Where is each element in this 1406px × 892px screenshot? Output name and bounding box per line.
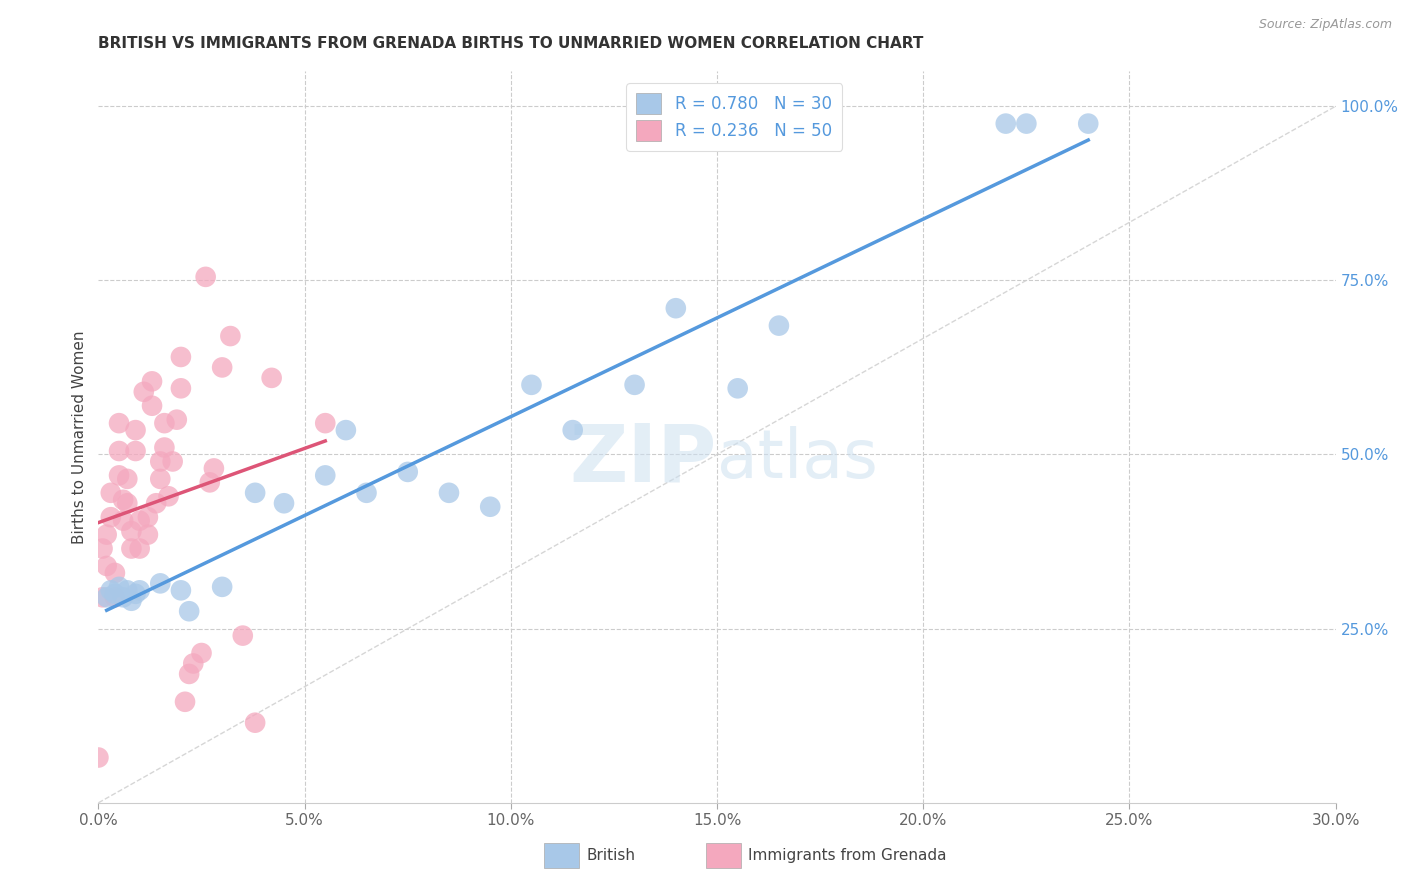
Point (128, 583, 150, 598)
Point (479, 500, 502, 514)
Point (219, 329, 242, 343)
Point (100, 583, 122, 598)
Point (437, 485, 460, 500)
Point (727, 381, 749, 395)
Legend: R = 0.780   N = 30, R = 0.236   N = 50: R = 0.780 N = 30, R = 0.236 N = 50 (627, 83, 842, 151)
Point (166, 412, 188, 426)
Point (153, 441, 176, 455)
Point (120, 541, 142, 556)
Point (153, 416, 176, 430)
Point (87, 750, 110, 764)
Point (1015, 117, 1038, 131)
Point (243, 715, 266, 730)
Y-axis label: Births to Unmarried Women: Births to Unmarried Women (72, 330, 87, 544)
Point (112, 514, 135, 528)
Point (91, 541, 114, 556)
Point (108, 468, 131, 483)
Point (91, 591, 114, 605)
Point (335, 423, 357, 437)
Point (141, 375, 163, 389)
Point (149, 576, 172, 591)
Point (174, 695, 197, 709)
Point (128, 541, 150, 556)
Point (124, 444, 146, 458)
Point (124, 587, 146, 601)
Point (117, 583, 139, 598)
Point (108, 444, 131, 458)
Point (211, 360, 233, 375)
Point (314, 416, 336, 430)
Point (179, 604, 201, 618)
Point (170, 350, 193, 364)
Point (665, 301, 688, 316)
Point (117, 496, 139, 510)
Point (198, 475, 221, 490)
Point (768, 318, 790, 333)
Point (994, 117, 1017, 131)
Point (232, 629, 254, 643)
Point (104, 566, 127, 580)
Point (520, 377, 543, 392)
Point (149, 472, 172, 486)
Text: atlas: atlas (717, 426, 877, 492)
Point (117, 472, 139, 486)
Point (273, 496, 295, 510)
Point (162, 454, 184, 468)
Text: Source: ZipAtlas.com: Source: ZipAtlas.com (1258, 18, 1392, 31)
Point (141, 399, 163, 413)
Point (260, 371, 283, 385)
Point (96, 591, 118, 605)
Point (120, 594, 142, 608)
Point (181, 657, 204, 671)
Point (211, 580, 233, 594)
Point (136, 527, 159, 541)
Point (202, 461, 225, 475)
Point (623, 377, 645, 392)
Point (128, 514, 150, 528)
Point (170, 583, 193, 598)
Text: Immigrants from Grenada: Immigrants from Grenada (748, 848, 946, 863)
Point (96, 527, 118, 541)
Point (96, 558, 118, 573)
Text: ZIP: ZIP (569, 420, 717, 498)
Point (100, 510, 122, 524)
Point (108, 580, 131, 594)
Point (314, 468, 336, 483)
Point (243, 485, 266, 500)
Point (100, 485, 122, 500)
Point (1077, 117, 1099, 131)
Point (124, 423, 146, 437)
Point (179, 667, 201, 681)
Point (157, 489, 180, 503)
Point (104, 587, 127, 601)
Point (104, 591, 127, 605)
Point (145, 496, 167, 510)
Point (356, 485, 378, 500)
Point (132, 384, 155, 399)
Point (170, 381, 193, 395)
Point (396, 465, 419, 479)
Point (120, 524, 142, 538)
Point (190, 646, 212, 660)
Point (149, 454, 172, 468)
Point (136, 510, 159, 524)
Point (112, 591, 135, 605)
Point (108, 416, 131, 430)
Text: British: British (586, 848, 636, 863)
Point (112, 492, 135, 507)
Point (561, 423, 583, 437)
Text: BRITISH VS IMMIGRANTS FROM GRENADA BIRTHS TO UNMARRIED WOMEN CORRELATION CHART: BRITISH VS IMMIGRANTS FROM GRENADA BIRTH… (98, 36, 924, 51)
Point (194, 269, 217, 284)
